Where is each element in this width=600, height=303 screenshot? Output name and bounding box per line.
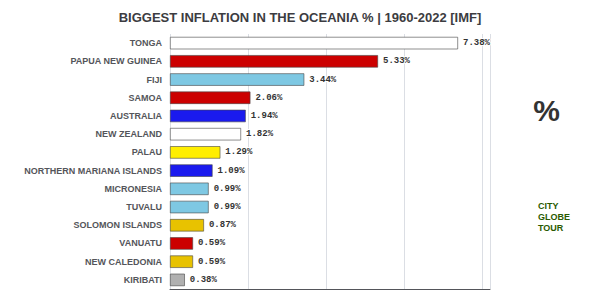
- svg-text:BIGGEST INFLATION IN THE OCEAN: BIGGEST INFLATION IN THE OCEANIA % | 196…: [119, 10, 482, 25]
- svg-text:KIRIBATI: KIRIBATI: [124, 275, 162, 285]
- svg-text:0.59%: 0.59%: [198, 238, 226, 248]
- svg-text:SAMOA: SAMOA: [129, 93, 163, 103]
- svg-text:1.94%: 1.94%: [251, 111, 279, 121]
- svg-text:1.09%: 1.09%: [218, 166, 246, 176]
- svg-text:AUSTRALIA: AUSTRALIA: [110, 111, 162, 121]
- svg-text:5.33%: 5.33%: [383, 56, 411, 66]
- svg-text:0.38%: 0.38%: [190, 275, 218, 285]
- svg-text:3.44%: 3.44%: [309, 75, 337, 85]
- svg-text:TONGA: TONGA: [130, 38, 163, 48]
- svg-text:CITY: CITY: [538, 201, 559, 211]
- svg-text:0.87%: 0.87%: [209, 220, 237, 230]
- svg-text:1.82%: 1.82%: [246, 129, 274, 139]
- svg-text:7.38%: 7.38%: [463, 38, 491, 48]
- svg-text:PAPUA NEW GUINEA: PAPUA NEW GUINEA: [70, 56, 162, 66]
- svg-text:0.99%: 0.99%: [214, 184, 242, 194]
- svg-text:PALAU: PALAU: [132, 147, 162, 157]
- svg-text:MICRONESIA: MICRONESIA: [104, 184, 162, 194]
- svg-text:GLOBE: GLOBE: [538, 212, 570, 222]
- svg-text:NEW ZEALAND: NEW ZEALAND: [96, 129, 163, 139]
- svg-text:2.06%: 2.06%: [255, 93, 283, 103]
- svg-text:TUVALU: TUVALU: [126, 202, 162, 212]
- svg-text:0.99%: 0.99%: [214, 202, 242, 212]
- svg-text:1.29%: 1.29%: [225, 147, 253, 157]
- svg-text:0.59%: 0.59%: [198, 257, 226, 267]
- svg-text:SOLOMON ISLANDS: SOLOMON ISLANDS: [73, 220, 162, 230]
- svg-text:TOUR: TOUR: [538, 223, 564, 233]
- svg-text:FIJI: FIJI: [146, 75, 162, 85]
- svg-text:NORTHERN MARIANA ISLANDS: NORTHERN MARIANA ISLANDS: [24, 166, 162, 176]
- svg-text:NEW CALEDONIA: NEW CALEDONIA: [85, 257, 162, 267]
- svg-text:%: %: [533, 94, 560, 127]
- svg-text:VANUATU: VANUATU: [119, 238, 162, 248]
